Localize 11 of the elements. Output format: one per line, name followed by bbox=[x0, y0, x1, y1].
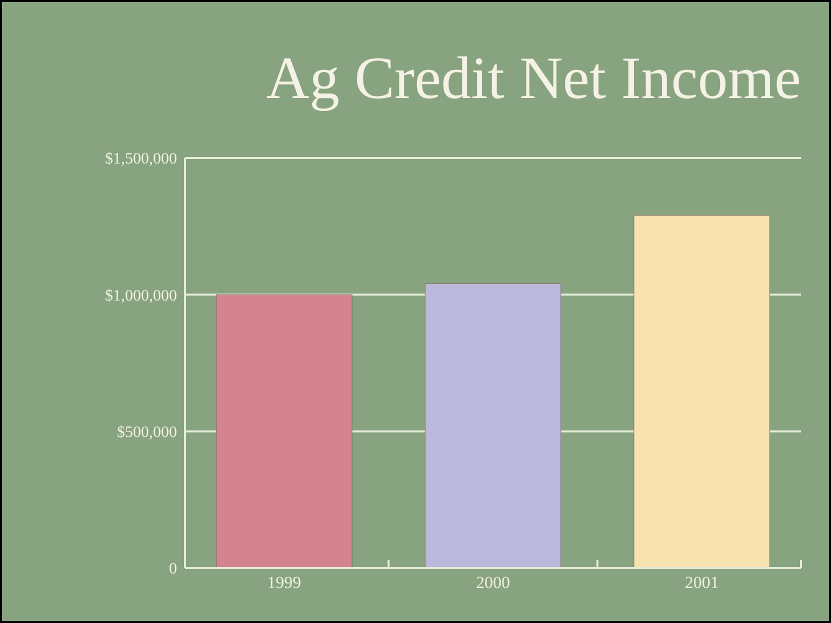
y-tick-label: $500,000 bbox=[117, 424, 177, 441]
chart-title: Ag Credit Net Income bbox=[266, 45, 801, 111]
y-tick-label: $1,000,000 bbox=[105, 287, 177, 304]
x-tick-label: 2001 bbox=[684, 573, 719, 592]
bar bbox=[216, 294, 352, 568]
y-tick-label: $1,500,000 bbox=[105, 150, 177, 168]
x-tick-label: 2000 bbox=[476, 573, 510, 592]
x-tick-label: 1999 bbox=[267, 573, 302, 592]
bar bbox=[634, 215, 770, 568]
y-tick-label: 0 bbox=[169, 560, 177, 578]
bar bbox=[424, 283, 562, 568]
